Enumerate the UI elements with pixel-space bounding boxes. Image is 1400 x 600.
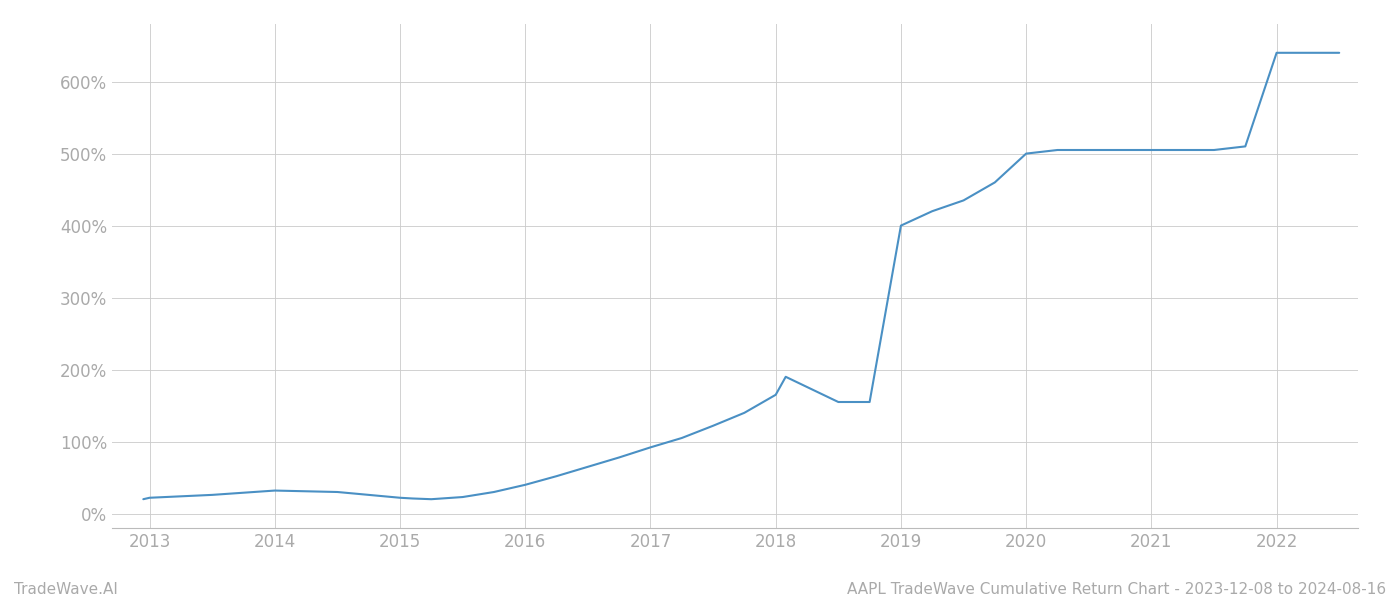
Text: TradeWave.AI: TradeWave.AI	[14, 582, 118, 597]
Text: AAPL TradeWave Cumulative Return Chart - 2023-12-08 to 2024-08-16: AAPL TradeWave Cumulative Return Chart -…	[847, 582, 1386, 597]
